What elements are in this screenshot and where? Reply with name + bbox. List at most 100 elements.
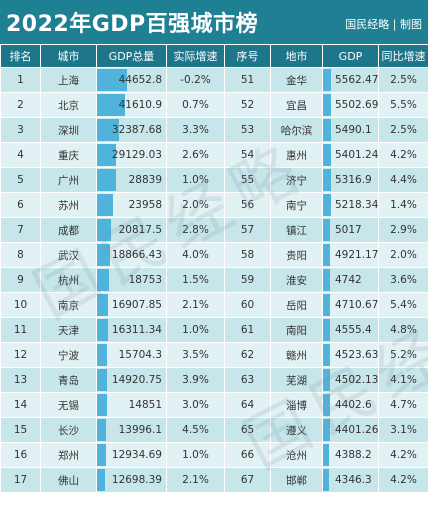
city-cell: 北京 bbox=[40, 92, 97, 118]
rank-cell: 12 bbox=[0, 342, 41, 368]
rank-cell: 15 bbox=[0, 417, 41, 443]
gdp-value: 23958 bbox=[128, 199, 162, 211]
gdp-total-cell: 16907.85 bbox=[96, 292, 167, 318]
gdp-value: 18866.43 bbox=[111, 249, 162, 261]
yoy-growth-cell: 5.5% bbox=[378, 92, 428, 118]
gdp-total-cell: 14920.75 bbox=[96, 367, 167, 393]
gdp-total-cell: 20817.5 bbox=[96, 217, 167, 243]
prefecture-cell: 南阳 bbox=[270, 317, 323, 343]
col-header-city: 城市 bbox=[40, 44, 97, 68]
gdp-cell: 4502.13 bbox=[322, 367, 379, 393]
gdp-value: 4502.13 bbox=[335, 374, 379, 386]
city-cell: 苏州 bbox=[40, 192, 97, 218]
gdp-value: 4921.17 bbox=[335, 249, 379, 261]
city-cell: 成都 bbox=[40, 217, 97, 243]
prefecture-cell: 邯郸 bbox=[270, 467, 323, 493]
yoy-growth-cell: 2.5% bbox=[378, 67, 428, 93]
yoy-growth-cell: 4.7% bbox=[378, 392, 428, 418]
real-growth-cell: 3.3% bbox=[166, 117, 225, 143]
city-cell: 杭州 bbox=[40, 267, 97, 293]
prefecture-cell: 贵阳 bbox=[270, 242, 323, 268]
seq-cell: 55 bbox=[224, 167, 271, 193]
table-row: 12 宁波 15704.3 3.5% 62 赣州 4523.63 5.2% bbox=[0, 342, 428, 368]
gdp-value: 14851 bbox=[128, 399, 162, 411]
seq-cell: 51 bbox=[224, 67, 271, 93]
gdp-cell: 5316.9 bbox=[322, 167, 379, 193]
yoy-growth-cell: 5.2% bbox=[378, 342, 428, 368]
city-cell: 深圳 bbox=[40, 117, 97, 143]
table-row: 14 无锡 14851 3.0% 64 淄博 4402.6 4.7% bbox=[0, 392, 428, 418]
seq-cell: 52 bbox=[224, 92, 271, 118]
rank-cell: 9 bbox=[0, 267, 41, 293]
gdp-cell: 4742 bbox=[322, 267, 379, 293]
city-cell: 上海 bbox=[40, 67, 97, 93]
seq-cell: 64 bbox=[224, 392, 271, 418]
gdp-bar bbox=[97, 69, 127, 91]
gdp-bar bbox=[323, 444, 330, 466]
seq-cell: 57 bbox=[224, 217, 271, 243]
gdp-value: 16311.34 bbox=[111, 324, 162, 336]
prefecture-cell: 哈尔滨 bbox=[270, 117, 323, 143]
rank-cell: 17 bbox=[0, 467, 41, 493]
real-growth-cell: 2.8% bbox=[166, 217, 225, 243]
gdp-total-cell: 44652.8 bbox=[96, 67, 167, 93]
city-cell: 天津 bbox=[40, 317, 97, 343]
real-growth-cell: 4.0% bbox=[166, 242, 225, 268]
gdp-total-cell: 41610.9 bbox=[96, 92, 167, 118]
gdp-bar bbox=[97, 369, 107, 391]
prefecture-cell: 赣州 bbox=[270, 342, 323, 368]
gdp-bar bbox=[323, 94, 332, 116]
gdp-bar bbox=[323, 169, 331, 191]
yoy-growth-cell: 4.2% bbox=[378, 467, 428, 493]
table-row: 7 成都 20817.5 2.8% 57 镇江 5017 2.9% bbox=[0, 217, 428, 243]
gdp-value: 4523.63 bbox=[335, 349, 379, 361]
yoy-growth-cell: 3.6% bbox=[378, 267, 428, 293]
gdp-bar bbox=[323, 119, 332, 141]
col-header-seq: 序号 bbox=[224, 44, 271, 68]
gdp-total-cell: 16311.34 bbox=[96, 317, 167, 343]
table-row: 9 杭州 18753 1.5% 59 淮安 4742 3.6% bbox=[0, 267, 428, 293]
real-growth-cell: 1.5% bbox=[166, 267, 225, 293]
seq-cell: 60 bbox=[224, 292, 271, 318]
gdp-cell: 4523.63 bbox=[322, 342, 379, 368]
real-growth-cell: 0.7% bbox=[166, 92, 225, 118]
gdp-cell: 4555.4 bbox=[322, 317, 379, 343]
gdp-bar bbox=[97, 419, 107, 441]
seq-cell: 53 bbox=[224, 117, 271, 143]
gdp-bar bbox=[97, 169, 117, 191]
seq-cell: 62 bbox=[224, 342, 271, 368]
prefecture-cell: 沧州 bbox=[270, 442, 323, 468]
gdp-bar bbox=[323, 469, 330, 491]
gdp-bar bbox=[97, 269, 110, 291]
gdp-cell: 5502.69 bbox=[322, 92, 379, 118]
gdp-bar bbox=[97, 394, 107, 416]
gdp-total-cell: 23958 bbox=[96, 192, 167, 218]
gdp-value: 4401.26 bbox=[335, 424, 379, 436]
real-growth-cell: -0.2% bbox=[166, 67, 225, 93]
col-header-gdp: GDP bbox=[322, 44, 379, 68]
rank-cell: 14 bbox=[0, 392, 41, 418]
city-cell: 重庆 bbox=[40, 142, 97, 168]
real-growth-cell: 3.0% bbox=[166, 392, 225, 418]
yoy-growth-cell: 4.1% bbox=[378, 367, 428, 393]
gdp-value: 44652.8 bbox=[118, 74, 162, 86]
real-growth-cell: 4.5% bbox=[166, 417, 225, 443]
gdp-value: 5401.24 bbox=[335, 149, 379, 161]
gdp-bar bbox=[323, 219, 331, 241]
table-row: 13 青岛 14920.75 3.9% 63 芜湖 4502.13 4.1% bbox=[0, 367, 428, 393]
gdp-total-cell: 12934.69 bbox=[96, 442, 167, 468]
col-header-prefecture: 地市 bbox=[270, 44, 323, 68]
table-row: 6 苏州 23958 2.0% 56 南宁 5218.34 1.4% bbox=[0, 192, 428, 218]
gdp-bar bbox=[323, 344, 330, 366]
gdp-total-cell: 32387.68 bbox=[96, 117, 167, 143]
yoy-growth-cell: 2.0% bbox=[378, 242, 428, 268]
page-title: 2022年GDP百强城市榜 bbox=[6, 12, 259, 37]
gdp-total-cell: 14851 bbox=[96, 392, 167, 418]
prefecture-cell: 遵义 bbox=[270, 417, 323, 443]
city-cell: 宁波 bbox=[40, 342, 97, 368]
gdp-bar bbox=[323, 294, 330, 316]
seq-cell: 59 bbox=[224, 267, 271, 293]
gdp-value: 15704.3 bbox=[118, 349, 162, 361]
prefecture-cell: 金华 bbox=[270, 67, 323, 93]
gdp-value: 32387.68 bbox=[111, 124, 162, 136]
